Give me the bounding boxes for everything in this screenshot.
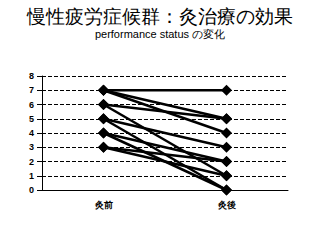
svg-text:灸前: 灸前 [94,200,113,210]
svg-text:4: 4 [29,128,34,138]
svg-text:3: 3 [29,142,34,152]
svg-text:慢性疲労症候群：灸治療の効果: 慢性疲労症候群：灸治療の効果 [26,6,293,27]
svg-text:8: 8 [29,71,34,81]
svg-text:1: 1 [29,171,34,181]
svg-text:2: 2 [29,157,34,167]
svg-text:performance status の変化: performance status の変化 [95,28,225,40]
svg-text:0: 0 [29,185,34,195]
svg-text:7: 7 [29,85,34,95]
svg-text:6: 6 [29,100,34,110]
svg-text:5: 5 [29,114,34,124]
svg-text:灸後: 灸後 [217,200,237,210]
